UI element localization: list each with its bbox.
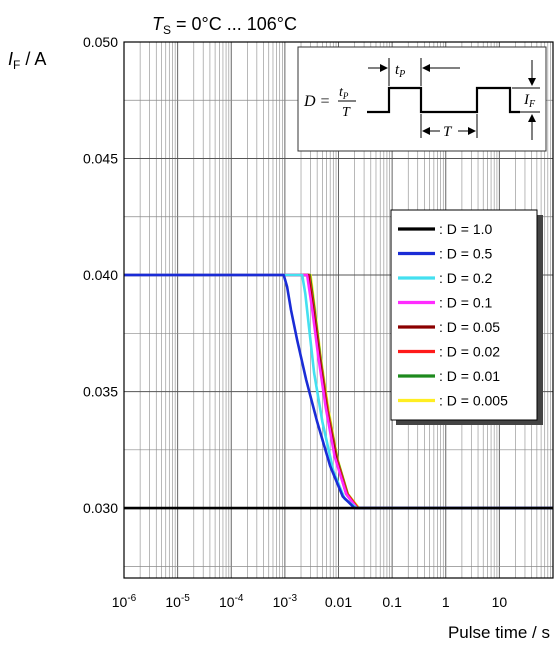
x-tick-label: 10-3 [273, 593, 298, 610]
inset-pulse-waveform [367, 86, 520, 114]
y-tick-label: 0.040 [83, 267, 118, 283]
x-tick-label: 10-4 [219, 593, 244, 610]
inset-fraction-denominator: T [342, 105, 351, 120]
x-tick-label: 10 [492, 594, 508, 610]
legend-label: : D = 0.005 [439, 393, 508, 409]
inset-t-label: T [443, 124, 453, 140]
legend-label: : D = 0.05 [439, 319, 500, 335]
legend-item: : D = 0.05 [398, 319, 500, 335]
y-axis-label: IF / A [8, 49, 46, 72]
series-line [124, 273, 553, 510]
chart-title: TS = 0°C ... 106°C [152, 14, 297, 37]
legend-item: : D = 0.01 [398, 368, 500, 384]
legend-label: : D = 0.5 [439, 246, 493, 262]
x-tick-label: 0.1 [382, 594, 402, 610]
chart-title-symbol: T [152, 14, 165, 34]
x-tick-label: 0.01 [325, 594, 352, 610]
y-axis-label-unit: / A [20, 49, 46, 69]
x-tick-labels: 10-6 10-5 10-4 10-3 0.01 0.1 1 10 [112, 593, 508, 610]
legend-item: : D = 0.2 [398, 270, 493, 286]
legend-item: : D = 1.0 [398, 221, 493, 237]
legend: : D = 1.0 : D = 0.5 : D = 0.2 : D = 0.1 : D … [390, 209, 543, 425]
series-line [124, 273, 553, 510]
legend-item: : D = 0.005 [398, 393, 508, 409]
inset-tp-label: tP [395, 62, 405, 80]
legend-label: : D = 0.01 [439, 368, 500, 384]
legend-label: : D = 0.1 [439, 295, 493, 311]
y-tick-label: 0.050 [83, 34, 118, 50]
inset-if-label: IF [523, 92, 536, 110]
y-tick-label: 0.030 [83, 500, 118, 516]
y-tick-labels: 0.030 0.035 0.040 0.045 0.050 [83, 34, 118, 516]
y-tick-label: 0.045 [83, 151, 118, 167]
x-axis-label: Pulse time / s [448, 623, 550, 642]
chart-title-subscript: S [163, 23, 171, 37]
legend-items: : D = 1.0 : D = 0.5 : D = 0.2 : D = 0.1 : D … [398, 221, 508, 409]
series-layer [124, 273, 553, 510]
x-tick-label: 1 [442, 594, 450, 610]
inset-d-label: D = [303, 93, 330, 110]
chart-title-rest: = 0°C ... 106°C [171, 14, 297, 34]
legend-label: : D = 0.02 [439, 344, 500, 360]
legend-item: : D = 0.1 [398, 295, 493, 311]
y-tick-label: 0.035 [83, 384, 118, 400]
legend-label: : D = 0.2 [439, 270, 493, 286]
legend-item: : D = 0.02 [398, 344, 500, 360]
x-tick-label: 10-6 [112, 593, 137, 610]
y-axis-label-symbol: I [8, 49, 13, 69]
pulse-inset: D = tP T tP T IF [297, 46, 547, 152]
legend-label: : D = 1.0 [439, 221, 493, 237]
legend-item: : D = 0.5 [398, 246, 493, 262]
inset-fraction-numerator: tP [339, 85, 349, 101]
x-tick-label: 10-5 [165, 593, 190, 610]
plot-frame [123, 41, 554, 579]
y-axis-label-subscript: F [13, 58, 20, 72]
